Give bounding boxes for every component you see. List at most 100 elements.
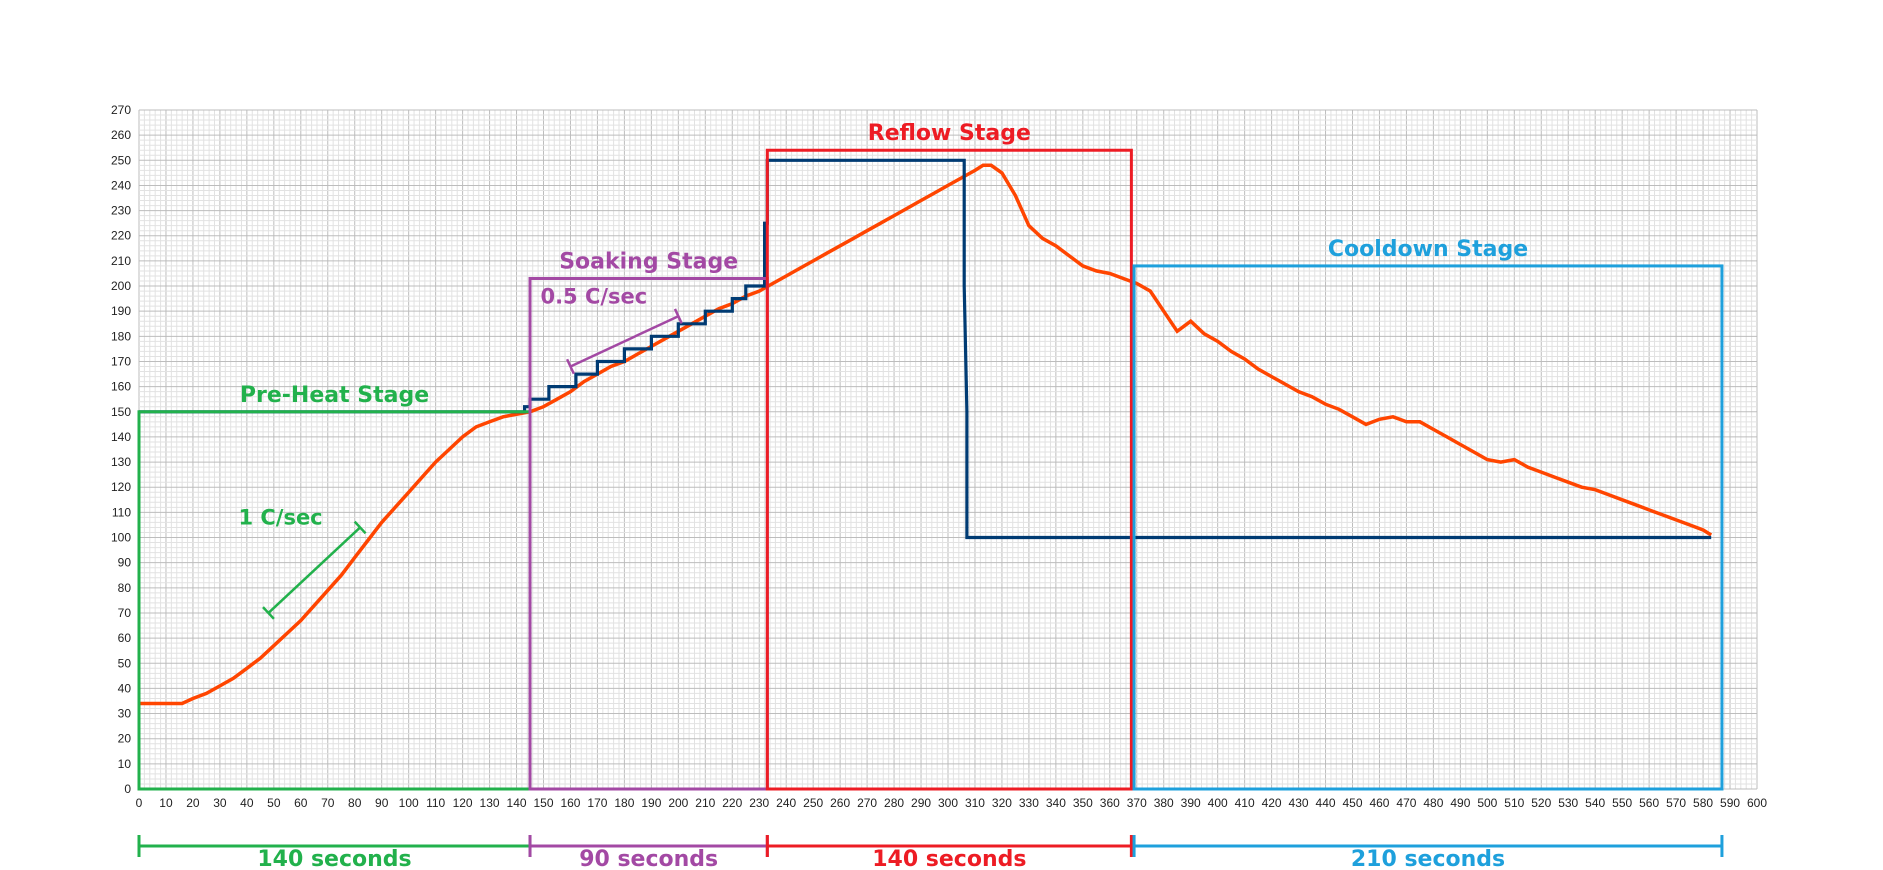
x-tick-label: 10 [159, 796, 173, 810]
x-tick-label: 490 [1450, 796, 1470, 810]
y-tick-label: 150 [111, 405, 131, 419]
y-tick-labels: 0 10 20 30 40 50 60 70 80 90 100 110 120 130 140 150 160… [111, 103, 131, 796]
y-tick-label: 20 [118, 732, 132, 746]
target-temperature-line [139, 158, 1712, 540]
x-tick-label: 370 [1127, 796, 1147, 810]
rate-slope-line [267, 526, 361, 614]
x-tick-label: 230 [749, 796, 769, 810]
y-tick-label: 140 [111, 430, 131, 444]
y-tick-label: 100 [111, 531, 131, 545]
x-tick-label: 550 [1612, 796, 1632, 810]
x-tick-label: 280 [884, 796, 904, 810]
soaking-stage-title: Soaking Stage [559, 249, 738, 274]
x-tick-label: 110 [426, 796, 445, 810]
y-tick-label: 60 [118, 631, 132, 645]
x-tick-label: 180 [614, 796, 634, 810]
x-tick-label: 570 [1666, 796, 1686, 810]
measured-temperature-line [139, 163, 1713, 706]
y-tick-label: 260 [111, 128, 131, 142]
preheat-stage-title: Pre-Heat Stage [240, 383, 429, 408]
rate-slope-cap [673, 308, 683, 324]
x-tick-label: 560 [1639, 796, 1659, 810]
y-tick-label: 80 [118, 581, 132, 595]
y-tick-label: 90 [118, 556, 132, 570]
x-tick-label: 320 [992, 796, 1012, 810]
x-tick-labels: 0 10 20 30 40 50 60 70 80 90 100 110 120 130 140 150 160… [136, 796, 1768, 810]
y-tick-label: 160 [111, 380, 131, 394]
y-tick-label: 0 [124, 782, 131, 796]
x-tick-label: 420 [1262, 796, 1282, 810]
x-tick-label: 120 [453, 796, 473, 810]
x-tick-label: 170 [587, 796, 607, 810]
x-tick-label: 350 [1073, 796, 1093, 810]
x-tick-label: 410 [1235, 796, 1255, 810]
x-tick-label: 580 [1693, 796, 1713, 810]
y-tick-label: 180 [111, 329, 131, 343]
duration-label: 210 seconds [1351, 847, 1505, 870]
x-tick-label: 440 [1316, 796, 1336, 810]
rate-slope-cap [262, 606, 275, 620]
x-tick-label: 100 [399, 796, 419, 810]
y-tick-label: 200 [111, 279, 131, 293]
x-tick-label: 50 [267, 796, 281, 810]
rate-annotations: 1 C/sec 0.5 C/sec [238, 285, 683, 620]
x-tick-label: 220 [722, 796, 742, 810]
cooldown-stage-title: Cooldown Stage [1328, 237, 1528, 262]
x-tick-label: 140 [507, 796, 527, 810]
x-tick-label: 30 [213, 796, 227, 810]
x-tick-label: 600 [1747, 796, 1767, 810]
x-tick-label: 190 [641, 796, 661, 810]
y-tick-label: 70 [118, 606, 132, 620]
preheat-stage-box [137, 410, 532, 791]
y-tick-label: 40 [118, 681, 132, 695]
y-tick-label: 240 [111, 178, 131, 192]
rate-slope-cap [353, 520, 367, 535]
x-tick-label: 270 [857, 796, 877, 810]
x-tick-label: 520 [1531, 796, 1551, 810]
x-tick-label: 400 [1208, 796, 1228, 810]
y-tick-label: 230 [111, 204, 131, 218]
x-tick-label: 80 [348, 796, 362, 810]
x-tick-label: 130 [480, 796, 500, 810]
x-tick-label: 530 [1558, 796, 1578, 810]
x-tick-label: 290 [911, 796, 931, 810]
y-tick-label: 130 [111, 455, 131, 469]
x-tick-label: 540 [1585, 796, 1605, 810]
x-tick-label: 360 [1100, 796, 1120, 810]
y-tick-label: 110 [112, 505, 131, 519]
stage-boxes: Pre-Heat Stage Soaking Stage Reflow Stage C… [137, 121, 1724, 791]
x-tick-label: 590 [1720, 796, 1740, 810]
y-tick-label: 220 [111, 229, 131, 243]
y-tick-label: 10 [118, 757, 132, 771]
rate-label: 1 C/sec [238, 505, 322, 529]
duration-brackets: 140 seconds 90 seconds 140 seconds 210 seco… [137, 835, 1724, 870]
grid-layer [138, 109, 1758, 790]
x-tick-label: 40 [240, 796, 254, 810]
x-tick-label: 210 [695, 796, 715, 810]
x-tick-label: 260 [830, 796, 850, 810]
y-tick-label: 50 [118, 656, 132, 670]
x-tick-label: 450 [1342, 796, 1362, 810]
x-tick-label: 390 [1181, 796, 1201, 810]
x-tick-label: 160 [560, 796, 580, 810]
x-tick-label: 90 [375, 796, 389, 810]
x-tick-label: 380 [1154, 796, 1174, 810]
x-tick-label: 470 [1396, 796, 1416, 810]
x-tick-label: 340 [1046, 796, 1066, 810]
x-tick-label: 60 [294, 796, 308, 810]
rate-slope-line [569, 315, 679, 368]
x-tick-label: 510 [1504, 796, 1524, 810]
x-tick-label: 200 [668, 796, 688, 810]
x-tick-label: 250 [803, 796, 823, 810]
x-tick-label: 500 [1477, 796, 1497, 810]
x-tick-label: 460 [1369, 796, 1389, 810]
x-tick-label: 330 [1019, 796, 1039, 810]
reflow-stage-box [765, 148, 1133, 791]
x-tick-label: 240 [776, 796, 796, 810]
y-tick-label: 30 [118, 707, 132, 721]
duration-label: 90 seconds [579, 847, 718, 870]
x-tick-label: 20 [186, 796, 200, 810]
x-tick-label: 300 [938, 796, 958, 810]
